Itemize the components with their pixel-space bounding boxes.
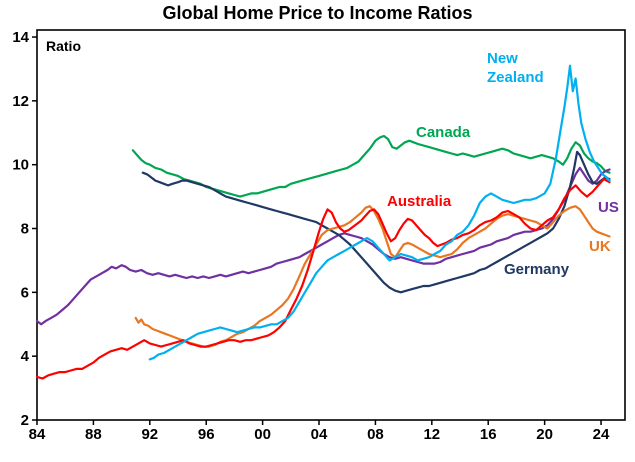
y-tick-label: 2 xyxy=(21,412,29,429)
y-tick-label: 10 xyxy=(12,157,29,174)
plot-border xyxy=(36,29,626,421)
y-tick-label: 6 xyxy=(21,284,29,301)
line-australia xyxy=(35,177,611,380)
label-new-zealand: Zealand xyxy=(487,69,544,86)
label-uk: UK xyxy=(589,238,611,255)
y-axis-title: Ratio xyxy=(46,38,81,54)
x-tick-label: 12 xyxy=(423,426,440,443)
label-new-zealand: New xyxy=(487,50,518,67)
y-tick-label: 14 xyxy=(12,29,29,46)
label-australia: Australia xyxy=(387,193,452,210)
x-tick-label: 16 xyxy=(480,426,497,443)
line-canada xyxy=(131,134,611,198)
x-tick-label: 92 xyxy=(141,426,158,443)
series-annotations: Canada US Germany UK Australia New Zealand xyxy=(387,50,619,278)
line-new-zealand xyxy=(148,64,611,361)
x-tick-label: 84 xyxy=(29,426,46,443)
x-tick-label: 04 xyxy=(311,426,328,443)
chart-title: Global Home Price to Income Ratios xyxy=(162,3,473,23)
x-tick-label: 24 xyxy=(593,426,610,443)
series-lines xyxy=(35,64,611,380)
y-tick-label: 4 xyxy=(21,348,30,365)
x-tick-label: 08 xyxy=(367,426,384,443)
label-canada: Canada xyxy=(416,124,471,141)
y-tick-label: 12 xyxy=(12,93,29,110)
line-germany xyxy=(141,150,611,294)
label-germany: Germany xyxy=(504,261,570,278)
line-us xyxy=(35,166,611,326)
x-tick-label: 00 xyxy=(254,426,271,443)
x-tick-label: 96 xyxy=(198,426,215,443)
label-us: US xyxy=(598,199,619,216)
x-tick-label: 88 xyxy=(85,426,102,443)
y-tick-label: 8 xyxy=(21,221,29,238)
x-tick-label: 20 xyxy=(536,426,553,443)
